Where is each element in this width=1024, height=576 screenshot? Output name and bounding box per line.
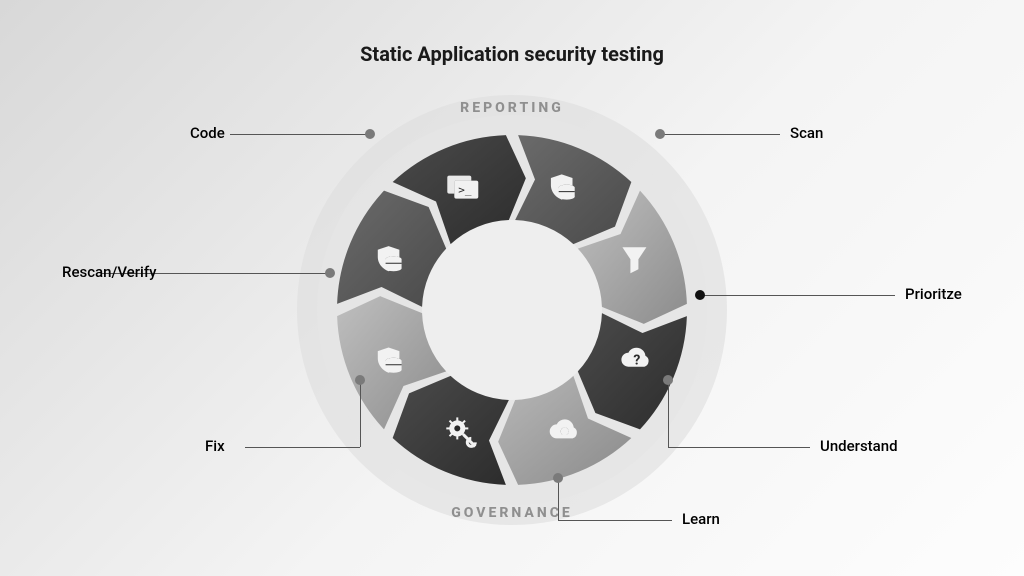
callout-line — [660, 134, 780, 135]
wheel-segment-understand — [578, 313, 687, 429]
callout-line — [558, 520, 672, 521]
callout-line — [360, 380, 361, 447]
process-wheel: >_? — [322, 120, 702, 500]
callout-line — [558, 478, 559, 520]
callout-label-code: Code — [190, 124, 225, 142]
callout-dot-prioritize — [695, 290, 705, 300]
page-title: Static Application security testing — [0, 42, 1024, 66]
svg-text:>_: >_ — [458, 184, 472, 197]
callout-label-prioritize: Prioritze — [905, 285, 962, 303]
callout-line — [668, 380, 669, 447]
callout-dot-rescan — [325, 268, 335, 278]
callout-label-rescan: Rescan/Verify — [62, 263, 156, 281]
callout-dot-fix — [355, 375, 365, 385]
callout-line — [245, 447, 360, 448]
callout-dot-code — [365, 129, 375, 139]
svg-text:?: ? — [633, 353, 640, 369]
callout-dot-scan — [655, 129, 665, 139]
callout-line — [700, 295, 895, 296]
callout-dot-understand — [663, 375, 673, 385]
callout-dot-learn — [553, 473, 563, 483]
callout-label-scan: Scan — [790, 124, 823, 142]
callout-line — [668, 447, 810, 448]
callout-label-understand: Understand — [820, 437, 898, 455]
callout-line — [230, 134, 370, 135]
callout-label-fix: Fix — [205, 437, 225, 455]
callout-label-learn: Learn — [682, 510, 720, 528]
